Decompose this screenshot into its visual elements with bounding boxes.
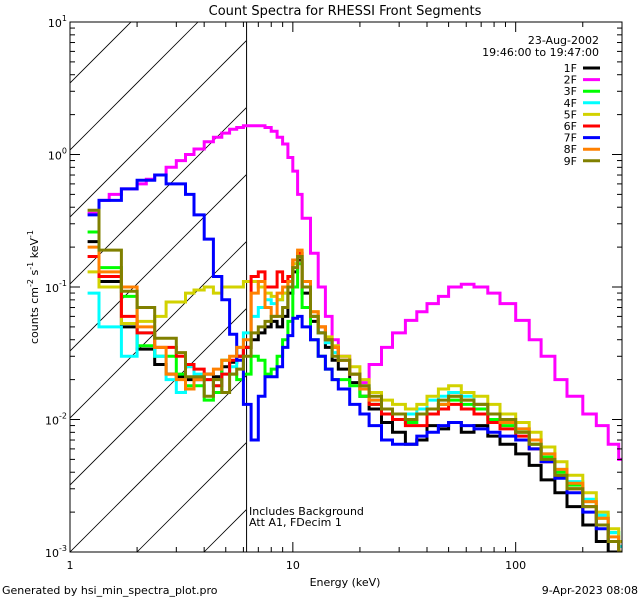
hatch-line (70, 308, 246, 486)
series-line-3F (87, 230, 622, 548)
y-tick-label: 100 (48, 147, 67, 163)
date-label: 23-Aug-2002 (528, 34, 599, 47)
legend-label-3F: 3F (564, 85, 577, 98)
time-range-label: 19:46:00 to 19:47:00 (482, 46, 599, 59)
legend-label-5F: 5F (564, 108, 577, 121)
legend-label-6F: 6F (564, 120, 577, 133)
x-tick-label: 10 (286, 559, 300, 572)
hatch-line (70, 107, 246, 285)
annotation-background: Includes Background (249, 505, 364, 518)
x-axis-label: Energy (keV) (310, 576, 381, 589)
hatch-line (70, 241, 246, 419)
hatch-line (70, 40, 246, 218)
legend-label-8F: 8F (564, 143, 577, 156)
chart-title: Count Spectra for RHESSI Front Segments (209, 4, 482, 19)
y-axis-label: counts cm-2 s-1 keV-1 (26, 230, 41, 344)
hatch-line (70, 375, 246, 552)
series-line-2F (87, 124, 622, 461)
y-tick-label: 10-2 (45, 412, 67, 428)
legend-label-7F: 7F (564, 132, 577, 145)
legend-label-1F: 1F (564, 62, 577, 75)
y-tick-label: 10-1 (45, 279, 67, 295)
series-line-7F (87, 173, 622, 552)
hatch-line (70, 22, 199, 151)
y-tick-label: 101 (48, 14, 67, 30)
legend-label-2F: 2F (564, 74, 577, 87)
x-tick-label: 1 (67, 559, 74, 572)
series-line-9F (87, 208, 622, 552)
y-tick-label: 10-3 (45, 544, 67, 560)
annotation-attenuator: Att A1, FDecim 1 (249, 516, 342, 529)
plot-frame (69, 21, 623, 553)
hatch-line (136, 442, 246, 552)
legend-label-4F: 4F (564, 97, 577, 110)
series-line-5F (87, 251, 622, 543)
x-tick-label: 100 (505, 559, 526, 572)
footer-timestamp: 9-Apr-2023 08:08 (542, 584, 638, 597)
series-line-4F (87, 255, 622, 548)
legend-label-9F: 9F (564, 155, 577, 168)
footer-generator: Generated by hsi_min_spectra_plot.pro (2, 584, 218, 597)
